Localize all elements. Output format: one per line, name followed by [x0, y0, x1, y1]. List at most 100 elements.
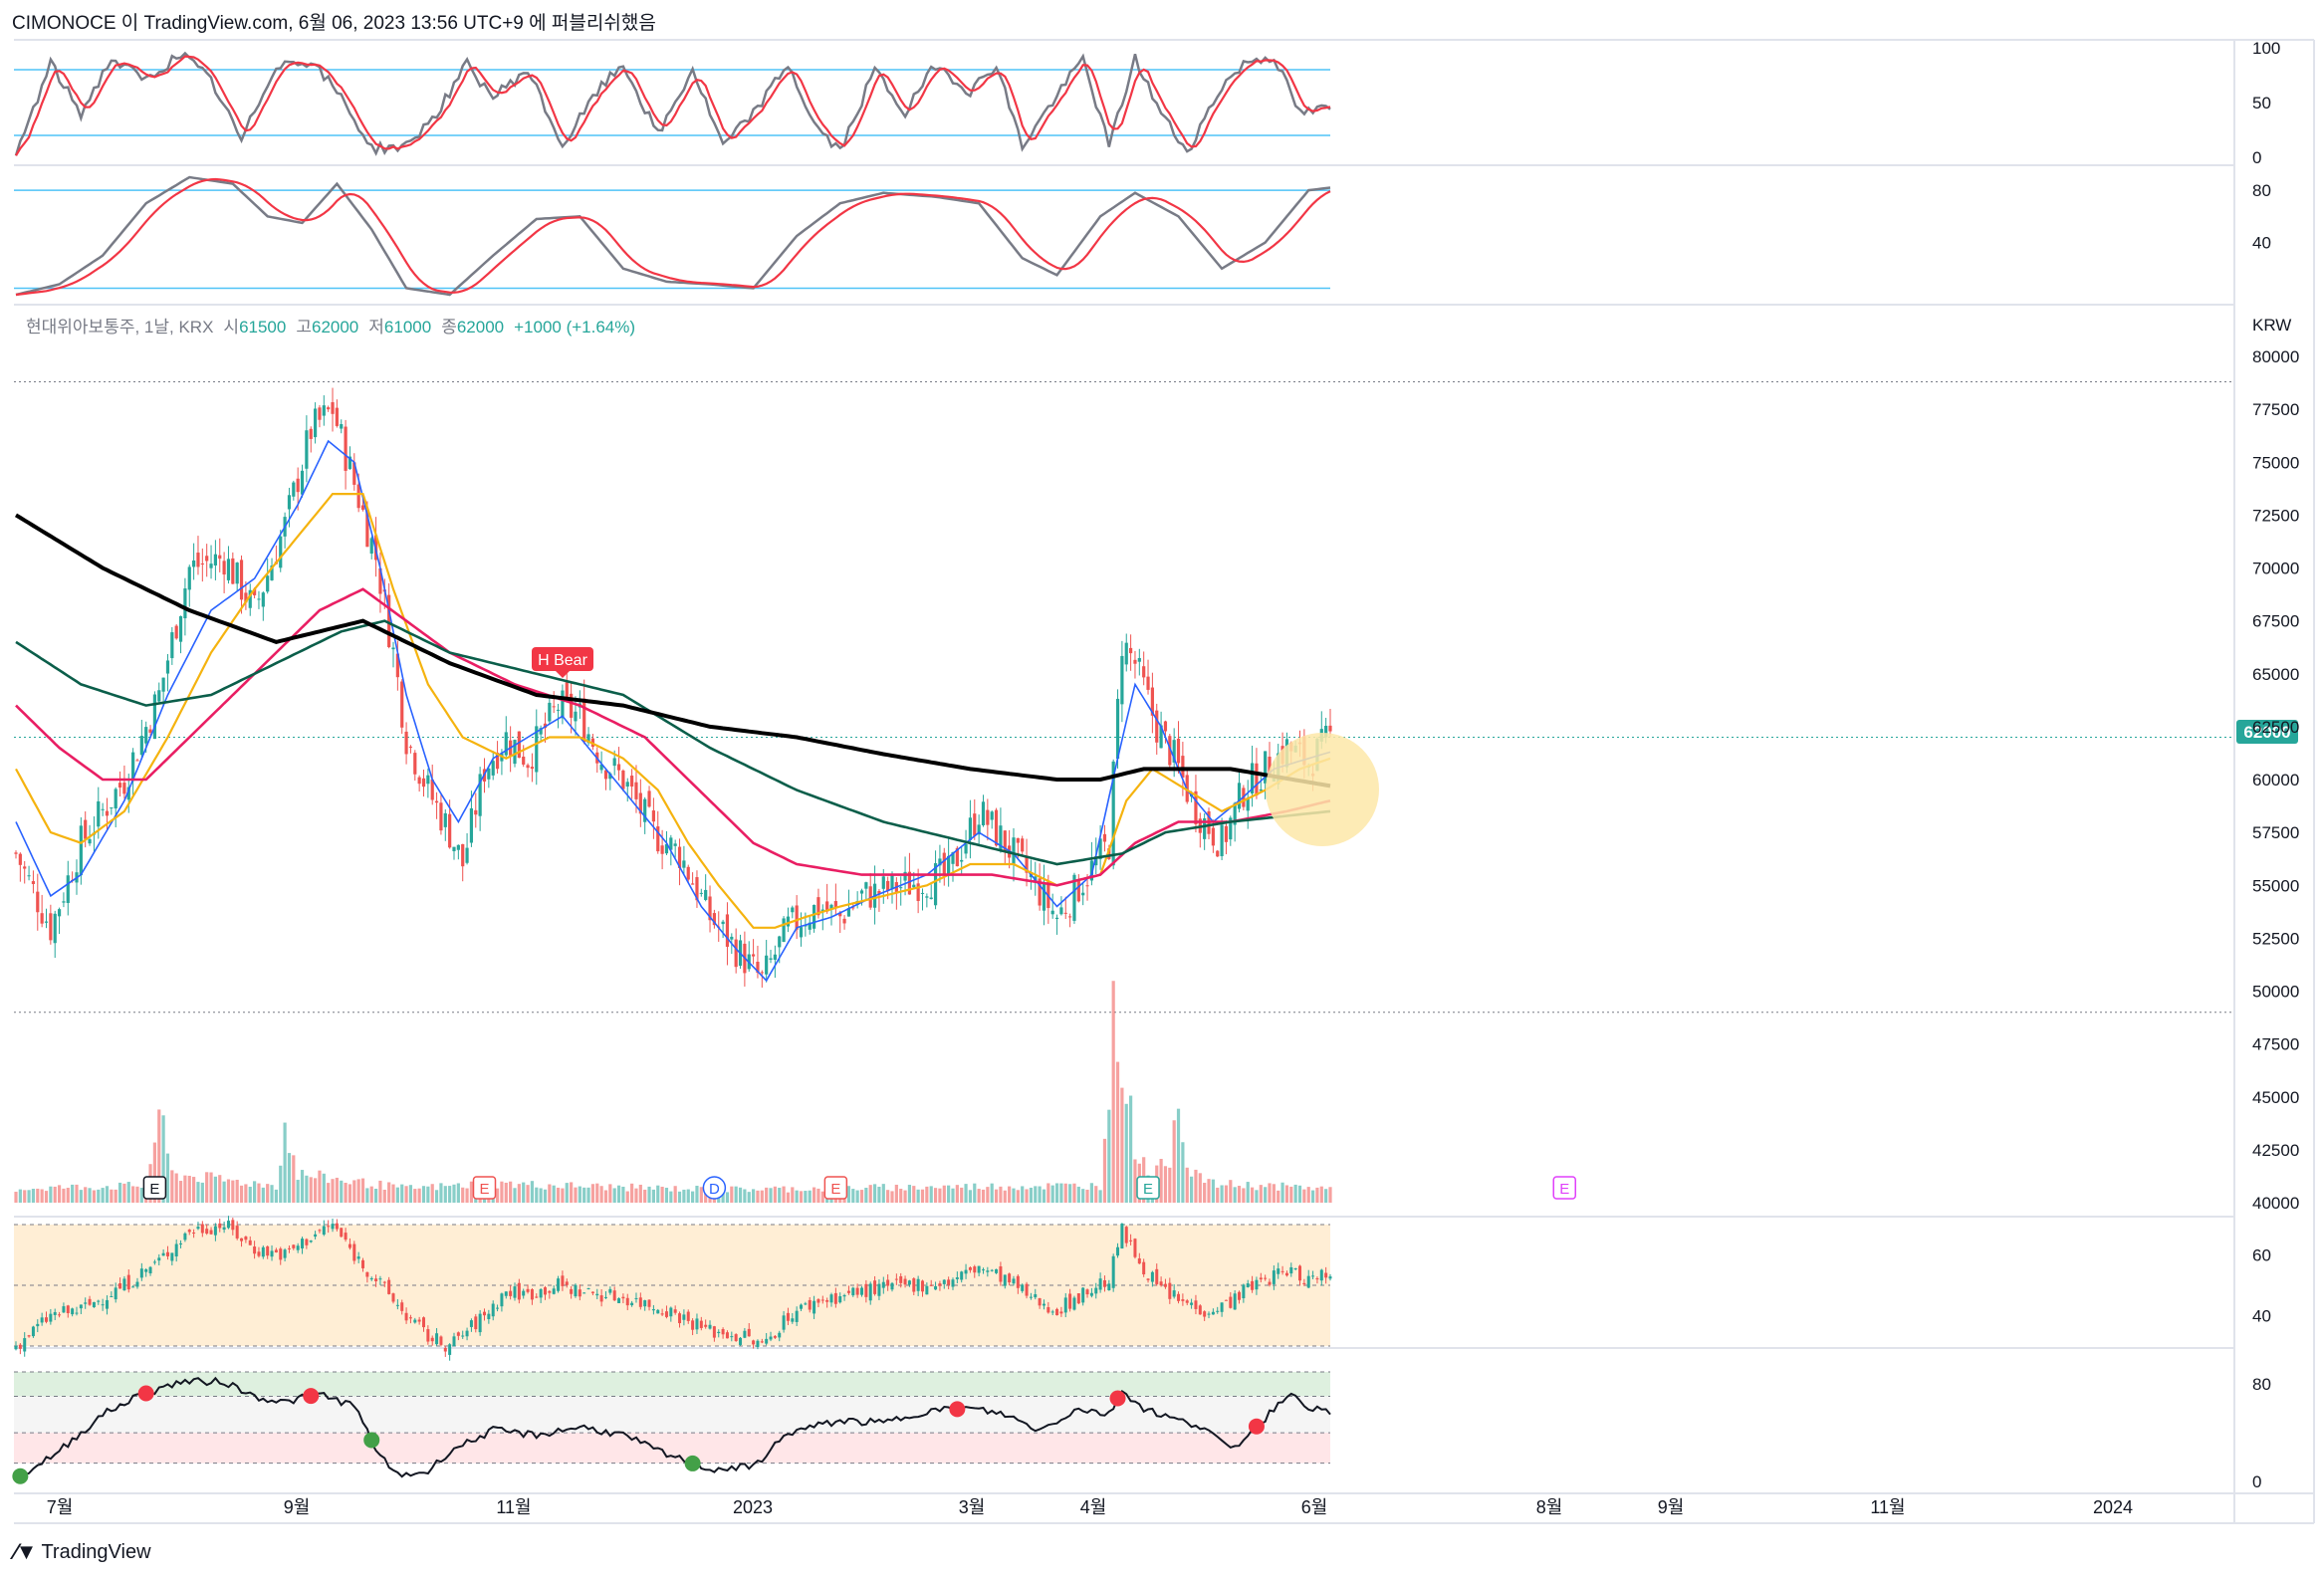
volume-bar: [907, 1185, 912, 1203]
candle: [899, 887, 903, 889]
volume-bar: [1237, 1186, 1242, 1203]
rsi-candle: [387, 1279, 391, 1294]
candle: [1054, 917, 1059, 920]
legend-low-label: 저: [368, 318, 384, 337]
volume-bar: [773, 1186, 777, 1203]
rsi-candle: [110, 1295, 114, 1297]
candle: [348, 456, 352, 469]
rsi-candle: [1177, 1293, 1181, 1301]
rsi-candle: [62, 1306, 66, 1313]
volume-bar: [973, 1183, 977, 1203]
rsi-candle: [1137, 1257, 1141, 1264]
candle: [1172, 740, 1176, 763]
candle: [656, 826, 660, 852]
volume-bar: [331, 1179, 335, 1203]
event-marker: E: [1552, 1176, 1576, 1200]
price-tick-label: 55000: [2252, 876, 2299, 895]
candle: [530, 767, 535, 770]
volume-bar: [452, 1184, 456, 1203]
rsi-candle: [894, 1278, 898, 1280]
volume-bar: [1181, 1142, 1185, 1203]
rsi-candle: [621, 1296, 625, 1299]
rsi-candle: [14, 1345, 18, 1350]
volume-bar: [335, 1177, 339, 1203]
rsi-candle: [916, 1278, 920, 1291]
candle: [413, 753, 417, 775]
rsi-candle: [1311, 1275, 1315, 1277]
volume-bar: [920, 1189, 925, 1203]
volume-bar: [53, 1186, 57, 1203]
candle: [218, 555, 222, 560]
tradingview-logo[interactable]: ⁄▼ TradingView: [14, 1539, 151, 1565]
rsi-candle: [97, 1300, 101, 1302]
candle: [920, 892, 925, 894]
osc-tick-label: 0: [2252, 1472, 2261, 1491]
volume-bar: [543, 1189, 548, 1203]
buy-signal-dot: [363, 1432, 380, 1449]
rsi-candle: [49, 1313, 53, 1322]
rsi-candle: [760, 1341, 764, 1343]
rsi-candle: [174, 1243, 178, 1257]
rsi-candle: [152, 1261, 156, 1263]
rsi-candle: [1003, 1274, 1007, 1286]
candle: [756, 962, 760, 974]
rsi-candle: [179, 1242, 183, 1244]
rsi-candle: [603, 1296, 607, 1298]
volume-bar: [1029, 1187, 1034, 1203]
price-tick-label: 67500: [2252, 612, 2299, 631]
volume-bar: [1284, 1185, 1289, 1203]
volume-bar: [1268, 1183, 1272, 1203]
candle: [1246, 797, 1250, 811]
rsi-candle: [804, 1303, 808, 1305]
volume-bar: [647, 1186, 651, 1203]
rsi-candle: [1220, 1302, 1224, 1312]
candle: [1072, 874, 1076, 921]
candle: [395, 653, 399, 678]
candle: [782, 918, 786, 942]
candle: [1129, 647, 1133, 654]
candle: [960, 859, 964, 862]
rsi-candle: [456, 1332, 460, 1336]
candle: [122, 783, 126, 794]
volume-bar: [561, 1188, 565, 1203]
volume-bar: [1085, 1189, 1089, 1203]
rsi-candle: [973, 1266, 977, 1273]
candle: [14, 852, 18, 854]
rsi-candle: [348, 1243, 351, 1248]
volume-bar: [916, 1189, 920, 1203]
volume-bar: [205, 1172, 209, 1203]
legend-close: 62000: [457, 318, 504, 337]
rsi-candle: [1098, 1278, 1102, 1290]
rsi-candle: [951, 1279, 955, 1287]
rsi-candle: [535, 1296, 539, 1298]
volume-bar: [782, 1186, 786, 1203]
legend-change: +1000 (+1.64%): [514, 318, 635, 337]
rsi-candle: [157, 1257, 161, 1261]
rsi-candle: [899, 1275, 903, 1283]
rsi-candle: [126, 1274, 130, 1290]
rsi-candle: [1107, 1283, 1111, 1290]
candle: [833, 901, 837, 909]
volume-bar: [1250, 1187, 1255, 1203]
volume-bar: [1220, 1185, 1224, 1203]
rsi-candle: [942, 1279, 946, 1284]
rsi-candle: [218, 1223, 222, 1229]
candle: [213, 554, 217, 565]
rsi-candle: [1089, 1292, 1093, 1296]
candle: [552, 706, 556, 708]
candle: [791, 907, 795, 913]
candle: [903, 871, 907, 881]
rsi-candle: [625, 1297, 629, 1306]
price-pane[interactable]: [14, 381, 2234, 1014]
candle: [391, 647, 395, 650]
rsi-candle: [365, 1271, 369, 1277]
volume-bar: [1072, 1183, 1076, 1203]
candle: [947, 855, 951, 876]
ma-orange-line: [15, 493, 1331, 929]
candle: [1016, 837, 1020, 843]
rsi-candle: [699, 1320, 703, 1328]
rsi-candle: [877, 1283, 881, 1296]
candle: [981, 801, 986, 825]
oversold-band: [14, 1433, 1330, 1464]
